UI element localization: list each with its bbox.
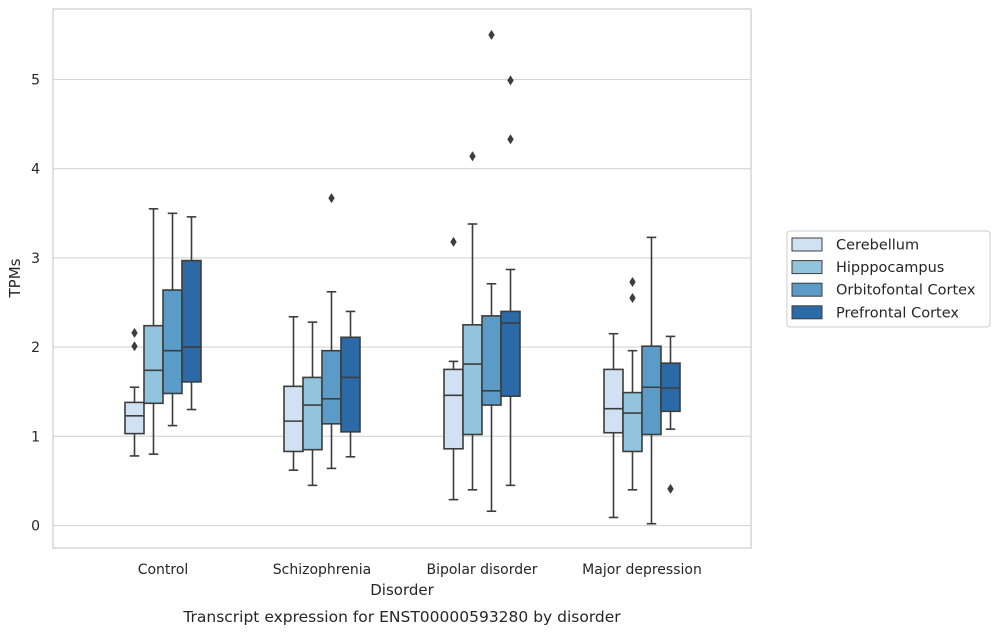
- box-iqr: [622, 391, 643, 453]
- legend-label: Hipppocampus: [836, 260, 944, 276]
- box-cerebellum: [603, 332, 624, 519]
- box-iqr: [181, 259, 202, 383]
- box-iqr: [340, 336, 361, 433]
- chart-caption: Transcript expression for ENST0000059328…: [182, 608, 621, 626]
- box-cerebellum: [124, 327, 145, 457]
- legend-label: Cerebellum: [836, 238, 919, 254]
- box-iqr: [481, 315, 502, 406]
- outlier-point: [328, 193, 335, 204]
- box-iqr: [124, 401, 145, 435]
- box-hipppocampus: [302, 321, 323, 487]
- plot-background: [53, 9, 751, 548]
- outlier-point: [629, 276, 636, 287]
- x-axis-label: Disorder: [370, 581, 434, 599]
- y-tick-label: 2: [31, 340, 40, 356]
- outlier-point: [469, 151, 476, 162]
- box-iqr: [162, 289, 183, 395]
- outlier-point: [488, 29, 495, 40]
- x-tick-label: Major depression: [582, 562, 702, 578]
- x-tick-label: Control: [138, 562, 189, 578]
- legend-label: Prefrontal Cortex: [836, 305, 959, 321]
- box-iqr: [641, 345, 662, 436]
- x-tick-label: Schizophrenia: [273, 562, 371, 578]
- plot-frame: [52, 8, 752, 549]
- box-iqr: [302, 376, 323, 451]
- box-hipppocampus: [143, 208, 164, 455]
- x-tick-labels: Control Schizophrenia Bipolar disorder Majo…: [138, 562, 702, 578]
- box-prefrontal-cortex: [340, 310, 361, 458]
- box-cerebellum: [283, 315, 304, 471]
- legend-frame: [786, 230, 991, 328]
- legend-label: Orbitofontal Cortex: [836, 283, 976, 299]
- legend-swatch: [791, 305, 823, 320]
- outlier-point: [450, 236, 457, 247]
- box-iqr: [462, 323, 483, 436]
- y-tick-label: 1: [31, 429, 40, 445]
- legend-swatch: [791, 282, 823, 297]
- box-series: [124, 29, 681, 525]
- box-prefrontal-cortex: [660, 335, 681, 494]
- y-axis-label: TPMs: [6, 258, 24, 298]
- y-tick-labels: 0 1 2 3 4 5: [31, 73, 40, 535]
- outlier-point: [507, 75, 514, 86]
- legend: Cerebellum Hipppocampus Orbitofontal Corte…: [786, 230, 991, 328]
- box-prefrontal-cortex: [500, 75, 521, 487]
- box-hipppocampus: [462, 151, 483, 491]
- box-iqr: [603, 368, 624, 434]
- box-iqr: [143, 324, 164, 405]
- box-prefrontal-cortex: [181, 216, 202, 411]
- outlier-point: [629, 293, 636, 304]
- x-tick-label: Bipolar disorder: [426, 562, 537, 578]
- box-iqr: [443, 368, 464, 450]
- y-tick-label: 0: [31, 519, 40, 535]
- box-iqr: [283, 385, 304, 453]
- legend-swatch: [791, 237, 823, 252]
- outlier-point: [131, 341, 138, 352]
- box-orbitofontal-cortex: [321, 193, 342, 470]
- y-tick-label: 5: [31, 73, 40, 89]
- outlier-point: [131, 327, 138, 338]
- legend-swatch: [791, 260, 823, 275]
- y-tick-label: 3: [31, 251, 40, 267]
- y-tick-label: 4: [31, 162, 40, 178]
- box-orbitofontal-cortex: [481, 29, 502, 513]
- box-iqr: [321, 349, 342, 425]
- outlier-point: [507, 134, 514, 145]
- box-iqr: [500, 310, 521, 397]
- box-iqr: [660, 362, 681, 413]
- outlier-point: [667, 483, 674, 494]
